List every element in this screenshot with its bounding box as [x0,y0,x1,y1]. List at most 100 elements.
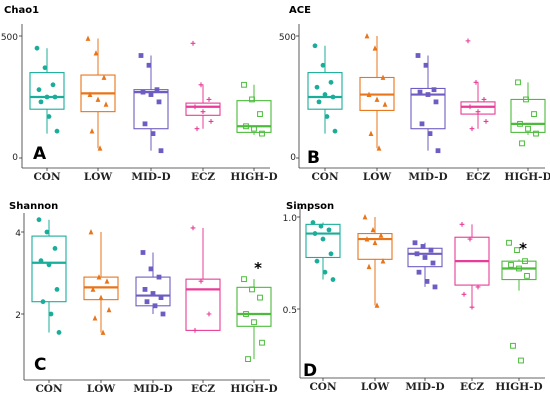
data-point [241,81,247,88]
data-point [519,140,525,147]
data-point [148,266,154,272]
data-point [318,223,324,229]
data-point [192,328,198,333]
data-point [425,92,431,97]
data-point [54,128,60,134]
data-point [431,87,437,93]
x-tick-label: HIGH-D [504,171,550,183]
data-point [328,251,334,257]
data-point [243,123,249,130]
data-point [518,357,524,364]
data-point [517,120,523,127]
x-tick-label: ECZ [460,381,484,393]
data-point [328,79,334,85]
plot-area: * [21,213,272,383]
data-point [372,239,378,246]
data-point [257,294,263,301]
data-point [144,299,150,305]
data-point [515,79,521,86]
data-point [469,304,475,310]
data-point [106,306,112,313]
data-point [324,114,330,119]
data-point [432,284,438,290]
data-point [42,65,48,71]
data-point [419,121,425,127]
panel-label: C [34,355,46,375]
box-iqr [501,260,537,281]
data-point [40,299,46,305]
data-point [156,99,162,105]
data-point [156,274,162,280]
box-high-d [236,81,272,137]
data-point [150,131,156,136]
data-point [36,217,42,223]
data-point [422,255,428,260]
data-point [380,74,386,80]
significance-star: * [519,239,527,257]
data-point [423,62,429,68]
data-point [56,330,62,335]
y-tick-label: 500 [1,33,18,43]
data-point [516,265,522,272]
data-point [208,119,214,124]
data-point [364,236,370,242]
data-point [420,244,426,249]
data-point [378,232,384,238]
data-point [98,294,104,300]
data-point [322,92,328,97]
data-point [475,109,481,115]
data-point [380,258,386,264]
y-tick-label: 4 [15,229,21,239]
data-point [330,277,336,282]
data-point [364,33,370,39]
y-tick-label: 2 [15,311,21,321]
plot-area [296,24,546,171]
data-point [249,286,255,293]
x-tick-label: MID-D [405,381,444,393]
data-point [138,53,144,58]
data-point [142,121,148,127]
data-point [320,62,326,68]
data-point [372,45,378,51]
data-point [38,258,44,264]
box-low [359,33,395,151]
x-tick-label: HIGH-D [230,171,277,183]
x-tick-label: ECZ [466,171,490,183]
data-point [416,269,422,275]
data-point [142,287,148,292]
data-point [412,240,418,246]
data-point [322,269,328,275]
data-point [467,104,473,110]
data-point [152,303,158,309]
data-point [241,276,247,283]
data-point [190,40,196,46]
data-point [376,145,382,151]
panel-label: A [33,144,47,164]
panel-title: Simpson [286,201,334,212]
data-point [192,104,198,110]
data-point [473,79,479,85]
data-point [362,214,368,220]
data-point [523,96,529,103]
data-point [465,38,471,44]
box-ecz [185,40,221,132]
data-point [531,111,537,117]
data-point [312,231,318,236]
box-iqr [305,223,341,259]
data-point [245,356,251,363]
data-point [36,87,42,93]
data-point [158,295,164,300]
x-tick-label: HIGH-D [230,383,277,395]
box-iqr [185,102,221,116]
box-mid-d [135,250,171,317]
data-point [200,109,206,115]
data-point [194,126,200,132]
data-point [85,35,91,41]
panel-title: ACE [289,5,311,16]
panel-label: B [307,148,320,168]
data-point [428,247,434,253]
box-con [29,45,65,134]
x-tick-label: LOW [87,383,116,395]
data-point [475,284,481,290]
panel-title: Shannon [9,201,58,212]
